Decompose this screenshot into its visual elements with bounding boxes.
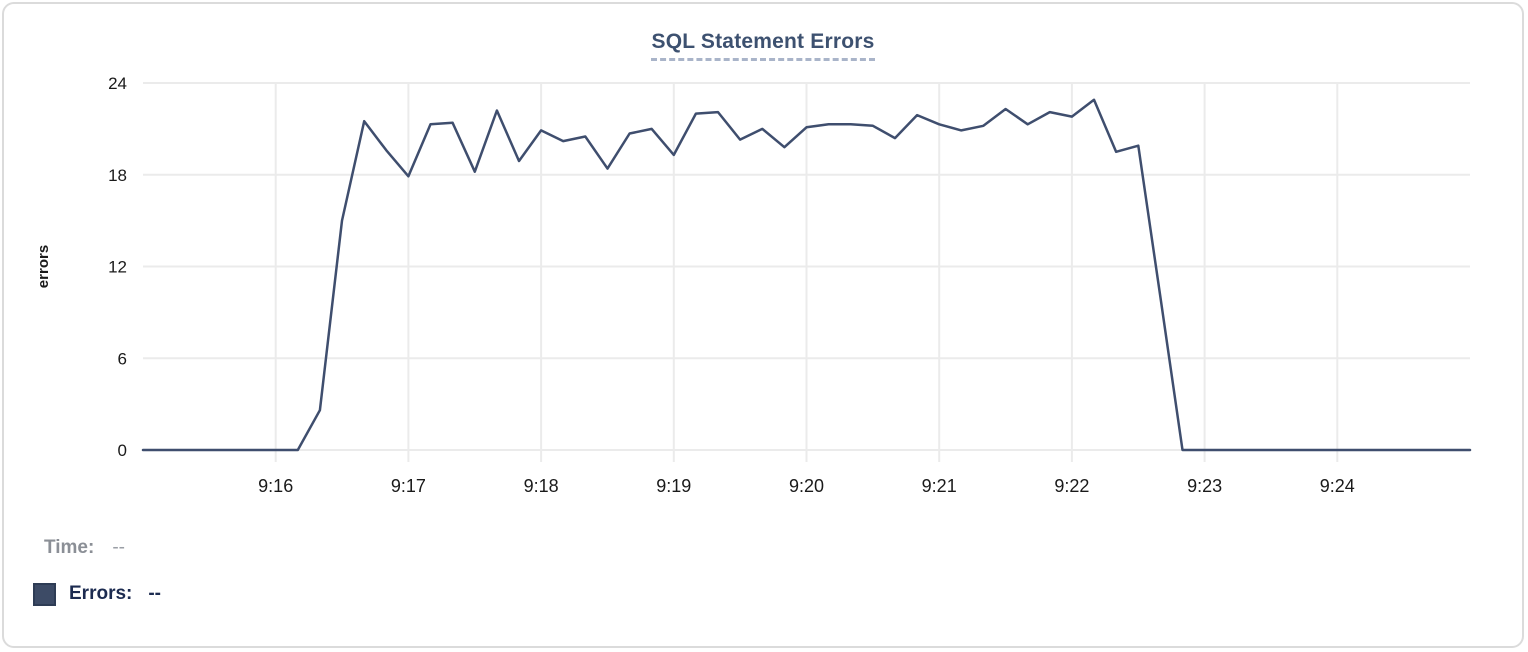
y-tick-label: 24 (108, 74, 127, 93)
readout-errors-row: Errors: -- (33, 582, 161, 606)
x-tick-label: 9:17 (391, 476, 426, 496)
x-tick-label: 9:20 (789, 476, 824, 496)
chart-title-wrap: SQL Statement Errors (4, 30, 1522, 61)
time-label: Time: (44, 537, 95, 558)
x-tick-label: 9:24 (1320, 476, 1355, 496)
readout-time-row: Time: -- (44, 536, 161, 560)
x-tick-label: 9:21 (922, 476, 957, 496)
chart-title[interactable]: SQL Statement Errors (651, 30, 875, 61)
y-tick-label: 0 (118, 441, 127, 460)
errors-label: Errors: (69, 583, 133, 604)
errors-value: -- (148, 583, 162, 604)
y-tick-label: 18 (108, 166, 127, 185)
errors-line-series (141, 98, 1472, 452)
x-tick-label: 9:22 (1054, 476, 1089, 496)
y-axis-label: errors (35, 245, 52, 288)
hover-readout: Time: -- Errors: -- (33, 536, 161, 606)
time-value: -- (112, 537, 125, 558)
y-tick-label: 12 (108, 258, 127, 277)
x-tick-label: 9:18 (524, 476, 559, 496)
x-tick-label: 9:23 (1187, 476, 1222, 496)
errors-series-swatch (33, 582, 56, 606)
x-tick-label: 9:16 (258, 476, 293, 496)
y-tick-label: 6 (118, 349, 127, 368)
x-tick-label: 9:19 (656, 476, 691, 496)
chart-plot-area[interactable]: 0 6 12 18 24 9:16 9:17 9:18 9:19 9:20 9:21 9:22 9:23… (2, 2, 1524, 520)
